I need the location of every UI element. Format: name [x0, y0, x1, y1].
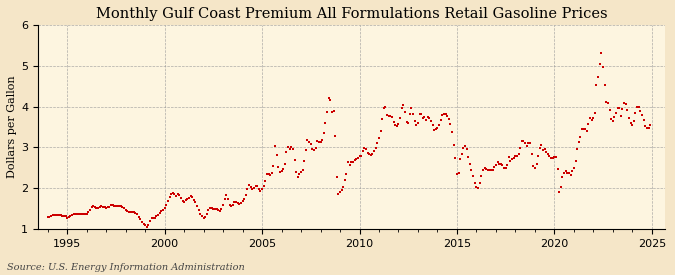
Y-axis label: Dollars per Gallon: Dollars per Gallon — [7, 76, 17, 178]
Text: Source: U.S. Energy Information Administration: Source: U.S. Energy Information Administ… — [7, 263, 244, 272]
Title: Monthly Gulf Coast Premium All Formulations Retail Gasoline Prices: Monthly Gulf Coast Premium All Formulati… — [96, 7, 608, 21]
